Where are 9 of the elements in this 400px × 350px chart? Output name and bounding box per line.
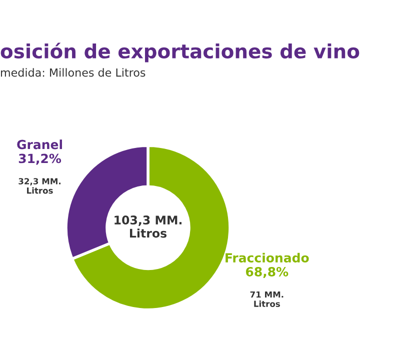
text: 103,3 MM. Litros [114, 216, 182, 238]
chart-title: osición de exportaciones de vino [0, 42, 360, 62]
text: 71 MM. Litros [250, 291, 284, 307]
slice-label: Fraccionado [226, 252, 309, 262]
slice-label: Granel [17, 140, 62, 150]
data-label: 68,8% [246, 266, 288, 278]
text: 32,3 MM. Litros [18, 178, 61, 194]
data-label: 31,2% [18, 154, 62, 165]
chart-subtitle: medida: Millones de Litros [1, 68, 146, 77]
